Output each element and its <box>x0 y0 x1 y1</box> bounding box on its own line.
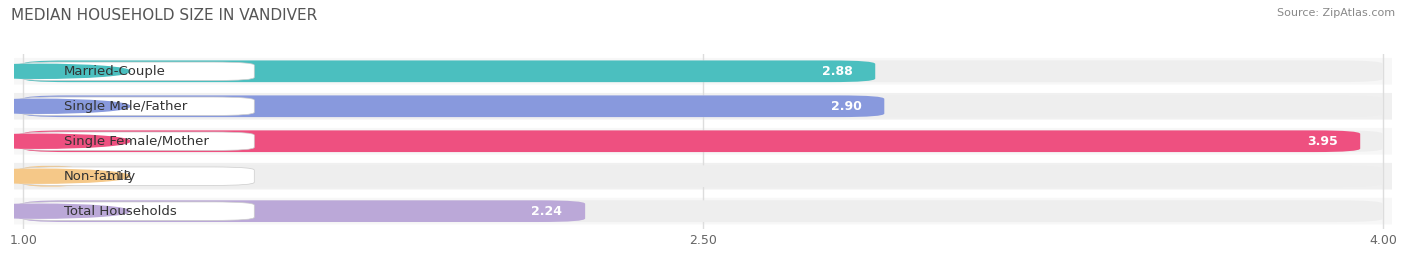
FancyBboxPatch shape <box>14 163 1400 189</box>
FancyBboxPatch shape <box>22 61 1384 82</box>
Text: Total Households: Total Households <box>63 205 177 218</box>
FancyBboxPatch shape <box>22 61 876 82</box>
Circle shape <box>0 134 129 148</box>
Circle shape <box>0 64 129 78</box>
Text: Single Female/Mother: Single Female/Mother <box>63 135 209 148</box>
Text: 2.90: 2.90 <box>831 100 862 113</box>
Circle shape <box>0 204 129 218</box>
FancyBboxPatch shape <box>22 200 585 222</box>
Circle shape <box>0 169 129 183</box>
FancyBboxPatch shape <box>18 97 254 115</box>
FancyBboxPatch shape <box>14 128 1400 154</box>
FancyBboxPatch shape <box>22 95 1384 117</box>
Text: 1.12: 1.12 <box>104 170 132 183</box>
Circle shape <box>0 99 129 113</box>
FancyBboxPatch shape <box>14 198 1400 224</box>
FancyBboxPatch shape <box>22 165 77 187</box>
Text: 2.24: 2.24 <box>531 205 562 218</box>
FancyBboxPatch shape <box>14 93 1400 119</box>
FancyBboxPatch shape <box>18 62 254 80</box>
FancyBboxPatch shape <box>22 200 1384 222</box>
Text: MEDIAN HOUSEHOLD SIZE IN VANDIVER: MEDIAN HOUSEHOLD SIZE IN VANDIVER <box>11 8 318 23</box>
Text: Single Male/Father: Single Male/Father <box>63 100 187 113</box>
Text: 2.88: 2.88 <box>823 65 852 78</box>
FancyBboxPatch shape <box>18 167 254 185</box>
FancyBboxPatch shape <box>18 132 254 150</box>
Text: Married-Couple: Married-Couple <box>63 65 166 78</box>
FancyBboxPatch shape <box>22 95 884 117</box>
FancyBboxPatch shape <box>22 130 1384 152</box>
Text: 3.95: 3.95 <box>1306 135 1337 148</box>
FancyBboxPatch shape <box>18 202 254 220</box>
Text: Non-family: Non-family <box>63 170 136 183</box>
FancyBboxPatch shape <box>14 58 1400 84</box>
FancyBboxPatch shape <box>22 130 1360 152</box>
Text: Source: ZipAtlas.com: Source: ZipAtlas.com <box>1277 8 1395 18</box>
FancyBboxPatch shape <box>22 165 1384 187</box>
